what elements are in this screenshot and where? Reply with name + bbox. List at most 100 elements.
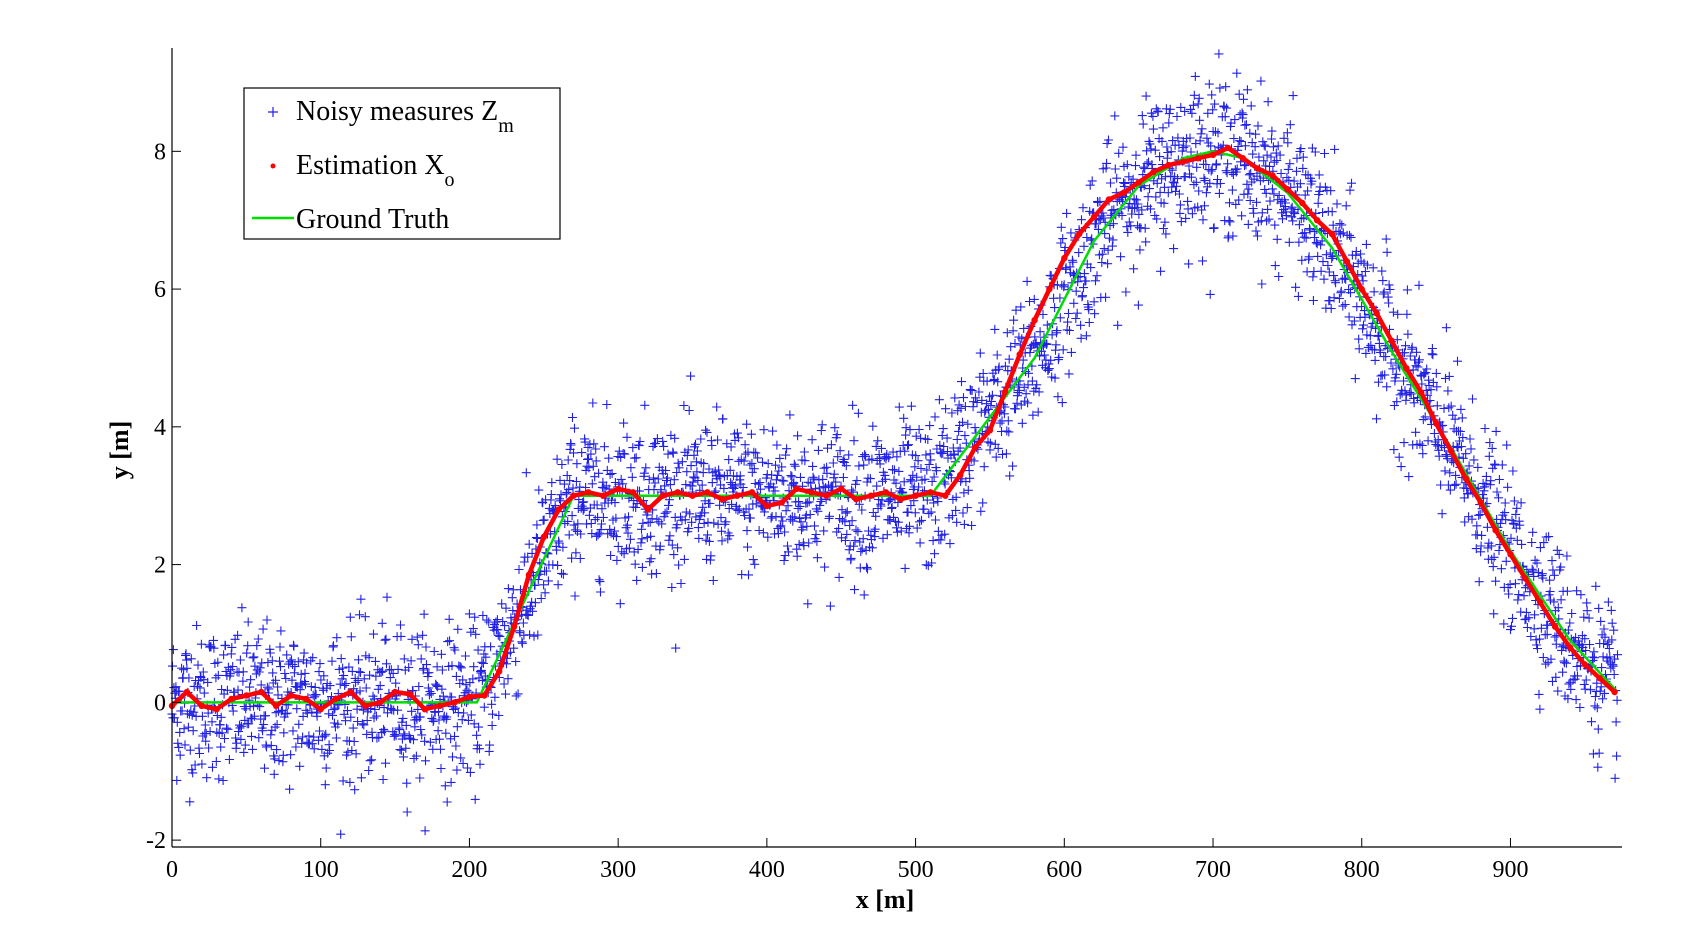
noisy-point	[1451, 479, 1461, 489]
noisy-point	[238, 676, 248, 686]
noisy-point	[857, 544, 867, 554]
noisy-point	[892, 452, 902, 462]
noisy-point	[1536, 623, 1546, 633]
noisy-point	[1285, 159, 1295, 169]
noisy-point	[799, 447, 809, 457]
noisy-point	[740, 511, 750, 520]
noisy-point	[343, 706, 352, 716]
noisy-point	[1399, 438, 1409, 448]
noisy-point	[1538, 573, 1548, 583]
noisy-point	[1478, 490, 1488, 500]
noisy-point	[1244, 170, 1254, 180]
noisy-point	[221, 641, 230, 651]
noisy-point	[1503, 482, 1513, 492]
noisy-point	[905, 521, 914, 531]
noisy-point	[1600, 688, 1609, 698]
noisy-point	[1157, 174, 1167, 184]
estimation-point	[496, 668, 503, 675]
noisy-point	[964, 466, 974, 476]
noisy-point	[925, 421, 935, 431]
noisy-point	[859, 590, 869, 600]
noisy-point	[669, 475, 679, 485]
noisy-point	[1345, 185, 1355, 195]
noisy-point	[1055, 313, 1065, 323]
noisy-point	[365, 756, 375, 766]
noisy-point	[1509, 519, 1519, 529]
noisy-point	[846, 553, 856, 563]
y-tick-label: 8	[154, 139, 166, 165]
noisy-point	[1024, 368, 1033, 378]
noisy-point	[646, 531, 656, 541]
noisy-point	[248, 744, 257, 754]
noisy-point	[719, 483, 729, 493]
noisy-point	[203, 677, 213, 687]
noisy-point	[597, 519, 606, 529]
noisy-point	[440, 781, 450, 791]
noisy-point	[1190, 71, 1200, 81]
noisy-point	[1414, 357, 1423, 367]
noisy-point	[242, 648, 252, 658]
noisy-point	[841, 508, 851, 518]
noisy-point	[1122, 160, 1132, 170]
noisy-point	[1482, 522, 1492, 532]
noisy-point	[1414, 355, 1424, 365]
noisy-point	[372, 733, 382, 743]
noisy-point	[1530, 610, 1540, 620]
noisy-point	[518, 618, 528, 628]
noisy-point	[270, 754, 280, 764]
noisy-point	[1384, 298, 1394, 308]
noisy-point	[565, 476, 575, 486]
noisy-point	[193, 660, 203, 670]
noisy-point	[1062, 325, 1072, 335]
x-axis-ticks: 0 100 200 300 400 500 600 700 800 900	[166, 838, 1528, 883]
noisy-point	[854, 461, 864, 471]
noisy-point	[340, 680, 350, 690]
noisy-point	[686, 371, 696, 381]
noisy-point	[192, 621, 202, 630]
estimation-point	[1209, 151, 1217, 158]
noisy-point	[751, 448, 761, 458]
noisy-point	[1243, 219, 1253, 229]
noisy-point	[281, 674, 291, 683]
noisy-point	[1391, 369, 1401, 379]
noisy-point	[230, 634, 240, 644]
noisy-point	[1106, 178, 1115, 188]
noisy-point	[1044, 364, 1054, 373]
noisy-point	[672, 520, 682, 530]
noisy-point	[1385, 285, 1395, 294]
noisy-point	[626, 463, 636, 473]
noisy-point	[488, 709, 497, 719]
noisy-point	[571, 477, 581, 486]
noisy-point	[425, 687, 435, 697]
noisy-point	[1176, 102, 1186, 112]
noisy-point	[849, 436, 859, 446]
noisy-point	[262, 682, 272, 692]
noisy-point	[914, 482, 924, 492]
noisy-point	[937, 431, 947, 440]
noisy-point	[1308, 296, 1318, 305]
noisy-point	[546, 490, 556, 499]
noisy-point	[625, 534, 635, 544]
noisy-point	[703, 517, 713, 527]
noisy-point	[1595, 686, 1605, 696]
noisy-point	[1388, 307, 1398, 317]
noisy-point	[1087, 176, 1097, 186]
noisy-point	[687, 517, 697, 527]
x-tick-label: 0	[166, 857, 178, 883]
noisy-point	[1453, 356, 1462, 366]
noisy-point	[759, 425, 769, 435]
noisy-point	[396, 631, 406, 641]
noisy-point	[299, 648, 309, 658]
noisy-point	[223, 724, 233, 734]
noisy-point	[1300, 190, 1310, 200]
noisy-point	[816, 426, 826, 435]
noisy-point	[1058, 234, 1068, 244]
noisy-point	[1023, 398, 1033, 408]
noisy-point	[1373, 331, 1383, 341]
noisy-point	[310, 692, 320, 702]
noisy-point	[1002, 426, 1012, 436]
noisy-point	[1411, 361, 1421, 371]
noisy-point	[919, 504, 929, 514]
noisy-point	[781, 506, 791, 516]
noisy-point	[307, 707, 317, 717]
